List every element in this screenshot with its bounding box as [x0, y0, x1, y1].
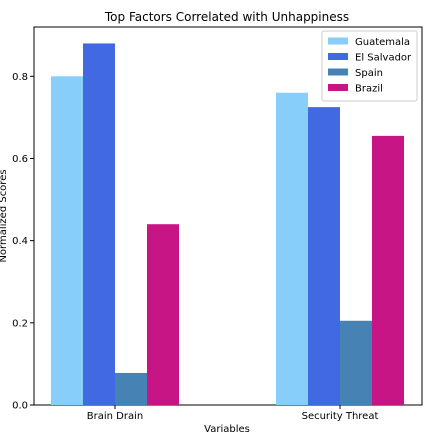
bar-brazil-security-threat	[372, 135, 404, 405]
bar-el-salvador-security-threat	[308, 107, 340, 405]
bar-brazil-brain-drain	[147, 224, 179, 405]
x-axis: Brain Drain Security Threat	[87, 405, 379, 422]
legend-label-guatemala: Guatemala	[355, 37, 410, 48]
legend-box	[321, 30, 418, 102]
legend-label-el-salvador: El Salvador	[355, 53, 412, 64]
y-axis: 0.0 0.2 0.4 0.6 0.8	[12, 72, 34, 412]
y-tick-label: 0.8	[12, 72, 28, 83]
y-tick-label: 0.4	[12, 236, 28, 247]
bar-guatemala-security-threat	[276, 92, 308, 405]
legend-label-brazil: Brazil	[355, 84, 383, 95]
x-tick-label: Security Threat	[302, 411, 379, 422]
plot-frame	[33, 26, 423, 406]
x-tick-label: Brain Drain	[87, 411, 143, 422]
legend-swatch-spain	[328, 68, 348, 76]
bar-guatemala-brain-drain	[51, 76, 83, 405]
bar-spain-security-threat	[340, 320, 372, 405]
bars-layer	[51, 43, 404, 405]
bar-el-salvador-brain-drain	[83, 43, 115, 405]
legend-swatch-brazil	[328, 84, 348, 91]
legend-swatch-guatemala	[328, 37, 348, 45]
legend-swatch-el-salvador	[328, 53, 348, 60]
y-axis-label: Normalized Scores	[0, 169, 9, 262]
y-tick-label: 0.2	[12, 318, 28, 329]
bar-spain-brain-drain	[115, 372, 147, 405]
legend: Guatemala El Salvador Spain Brazil	[321, 30, 418, 102]
legend-label-spain: Spain	[355, 68, 383, 79]
chart-title: Top Factors Correlated with Unhappiness	[104, 10, 349, 24]
y-tick-label: 0.0	[12, 401, 28, 412]
x-axis-label: Variables	[204, 424, 250, 432]
y-tick-label: 0.6	[12, 154, 28, 165]
